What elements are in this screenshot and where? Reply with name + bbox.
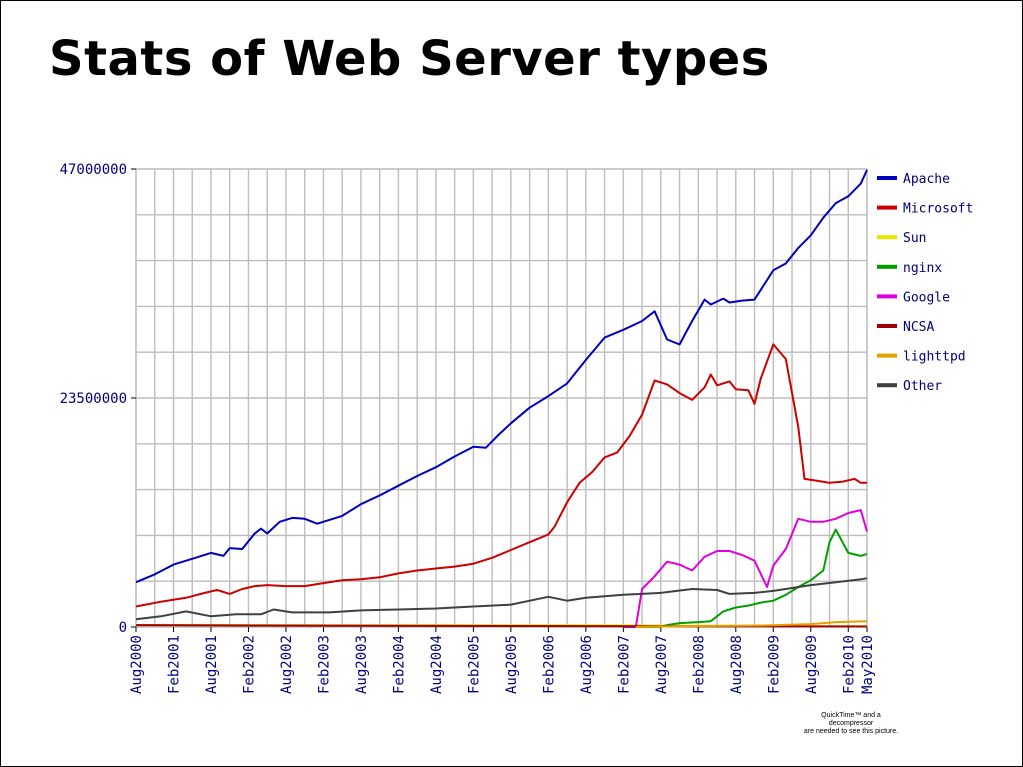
x-tick-label: May2010 [860, 635, 876, 694]
x-tick-label: Feb2005 [466, 635, 482, 694]
x-tick-label: Aug2006 [579, 635, 595, 694]
x-tick-label: Aug2009 [804, 635, 820, 694]
x-tick-label: Feb2006 [541, 635, 557, 694]
x-tick-label: Aug2000 [129, 635, 145, 694]
y-tick-label: 23500000 [60, 391, 127, 407]
legend-swatch-ncsa [877, 324, 897, 328]
series-line-microsoft [135, 343, 867, 608]
slide-title: Stats of Web Server types [49, 31, 770, 87]
x-tick-label: Feb2008 [691, 635, 707, 694]
legend-label-other: Other [903, 379, 942, 394]
series-line-other [135, 577, 868, 621]
series-group [135, 169, 868, 628]
x-tick-label: Feb2003 [316, 635, 332, 694]
legend: Apache Microsoft Sun nginx Google NCSA lighttp… [877, 172, 973, 394]
legend-swatch-apache [877, 176, 897, 180]
x-tick-label: Aug2007 [654, 635, 670, 694]
x-tick-label: Aug2003 [354, 635, 370, 694]
axes: 0 23500000 47000000 Aug2000 Feb2001 Aug2001 Fe… [60, 162, 876, 694]
series-line-google [623, 509, 868, 628]
x-tick-label: Feb2001 [166, 635, 182, 694]
grid [136, 169, 867, 627]
x-tick-label: Feb2009 [766, 635, 782, 694]
legend-swatch-lighttpd [877, 353, 897, 358]
quicktime-note-line: QuickTime™ and a [821, 712, 881, 719]
series-line-nginx [635, 528, 868, 628]
legend-swatch-microsoft [877, 205, 897, 210]
legend-label-nginx: nginx [903, 261, 942, 276]
legend-label-ncsa: NCSA [903, 320, 934, 335]
x-tick-label: Aug2008 [729, 635, 745, 694]
x-tick-label: Aug2002 [279, 635, 295, 694]
legend-swatch-other [877, 383, 897, 388]
quicktime-note: QuickTime™ and a decompressor are needed… [791, 712, 911, 736]
legend-label-microsoft: Microsoft [903, 202, 973, 217]
quicktime-note-line: decompressor [828, 720, 874, 727]
x-tick-label: Feb2004 [391, 635, 407, 694]
x-tick-label: Aug2001 [204, 635, 220, 694]
y-tick-label: 47000000 [60, 162, 127, 178]
x-tick-label: Feb2007 [616, 635, 632, 694]
y-tick-label: 0 [119, 620, 127, 636]
legend-swatch-google [877, 294, 897, 299]
x-tick-label: Aug2005 [504, 635, 520, 694]
x-tick-label: Aug2004 [429, 635, 445, 694]
legend-label-apache: Apache [903, 172, 950, 187]
legend-label-sun: Sun [903, 231, 926, 246]
legend-label-lighttpd: lighttpd [903, 350, 966, 365]
legend-swatch-sun [877, 235, 897, 240]
quicktime-note-line: are needed to see this picture. [803, 728, 899, 735]
series-line-apache [135, 169, 868, 584]
series-line-lighttpd [635, 620, 868, 628]
legend-label-google: Google [903, 290, 950, 305]
legend-swatch-nginx [877, 264, 897, 269]
x-tick-label: Feb2002 [241, 635, 257, 694]
x-tick-label: Feb2010 [841, 635, 857, 694]
